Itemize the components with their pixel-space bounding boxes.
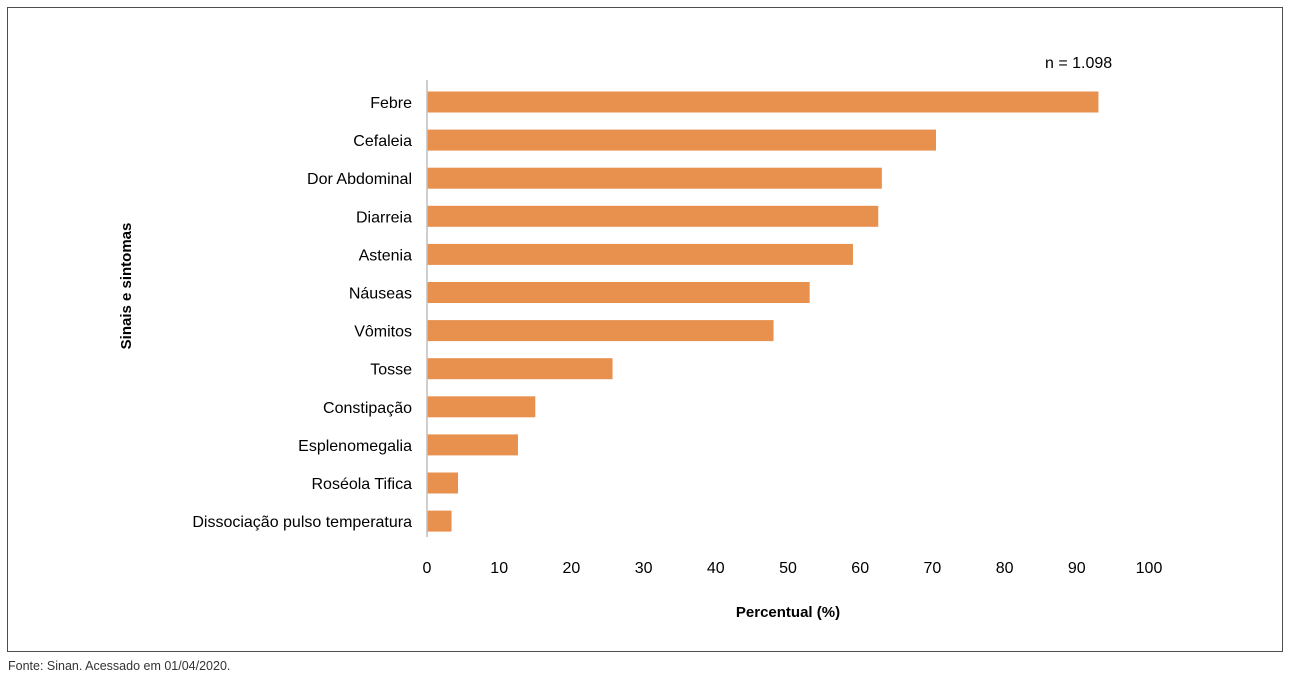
category-label: Astenia [359,247,412,264]
x-tick-label: 30 [635,560,653,577]
category-label: Constipação [323,400,412,417]
x-tick-label: 10 [490,560,508,577]
bar-9 [427,434,518,456]
category-label: Esplenomegalia [298,438,412,455]
bar-1 [427,129,937,151]
bar-3 [427,205,879,227]
y-axis-title: Sinais e sintomas [118,223,135,350]
category-label: Febre [370,95,412,112]
x-tick-label: 60 [851,560,869,577]
chart-frame [7,7,1283,652]
x-tick-label: 20 [563,560,581,577]
sample-size-annotation: n = 1.098 [1045,55,1112,72]
source-note: Fonte: Sinan. Acessado em 01/04/2020. [8,659,231,673]
x-tick-label: 40 [707,560,725,577]
category-label: Dor Abdominal [307,171,412,188]
category-label: Roséola Tifica [312,476,413,493]
bar-7 [427,358,613,380]
category-label: Tosse [370,362,412,379]
category-label: Cefaleia [353,133,412,150]
bar-0 [427,91,1099,113]
x-tick-label: 0 [423,560,432,577]
category-label: Dissociação pulso temperatura [192,514,412,531]
bar-8 [427,396,536,418]
bar-2 [427,167,882,189]
bar-10 [427,472,459,494]
bar-4 [427,243,853,265]
category-label: Náuseas [349,286,412,303]
x-tick-label: 90 [1068,560,1086,577]
x-axis-title: Percentual (%) [736,604,840,621]
bar-6 [427,320,774,342]
category-label: Diarreia [356,209,412,226]
x-tick-label: 70 [924,560,942,577]
x-tick-labels: 0 10 20 30 40 50 60 70 80 90 100 [423,560,1163,577]
bar-5 [427,282,810,303]
bars-group [427,91,1099,532]
x-tick-label: 80 [996,560,1014,577]
category-label: Vômitos [354,324,412,341]
x-tick-label: 100 [1136,560,1163,577]
bar-11 [427,510,452,532]
category-labels: Febre Cefaleia Dor Abdominal Diarreia Asteni… [192,95,412,531]
x-tick-label: 50 [779,560,797,577]
